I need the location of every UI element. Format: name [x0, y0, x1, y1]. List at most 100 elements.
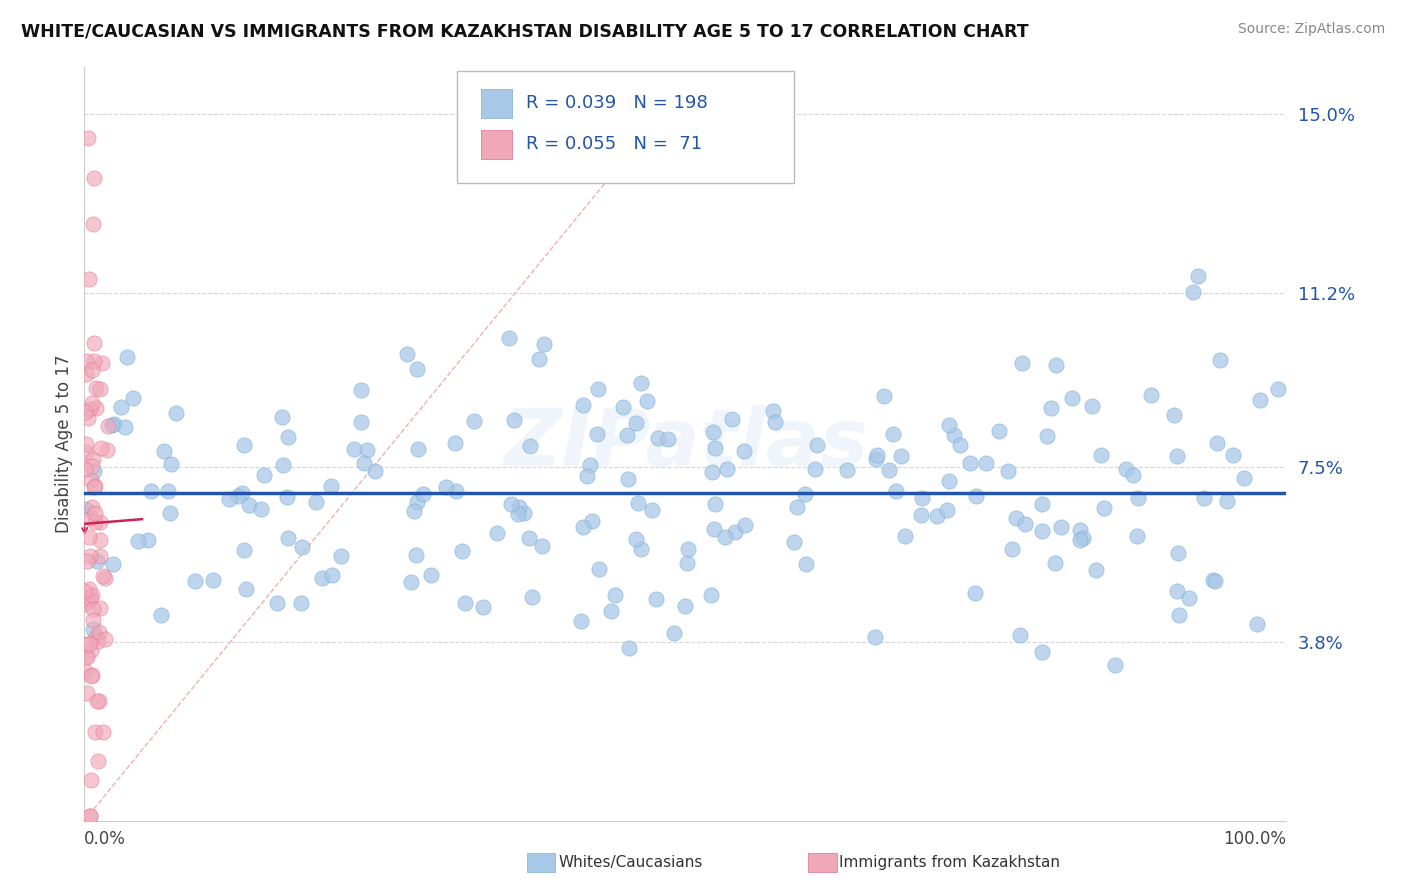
Point [76, 554, 98, 568]
Point [1128, 491, 1150, 505]
Point [1122, 467, 1144, 482]
Point [575, 469, 598, 483]
Point [911, 491, 934, 505]
Point [1090, 448, 1112, 462]
Y-axis label: Disability Age 5 to 17: Disability Age 5 to 17 [55, 354, 73, 533]
Point [276, 490, 298, 504]
Point [703, 442, 725, 456]
Point [734, 517, 756, 532]
Point [502, 413, 524, 427]
Point [86, 380, 108, 394]
Point [513, 506, 536, 520]
Text: WHITE/CAUCASIAN VS IMMIGRANTS FROM KAZAKHSTAN DISABILITY AGE 5 TO 17 CORRELATION: WHITE/CAUCASIAN VS IMMIGRANTS FROM KAZAK… [21, 22, 1029, 40]
Point [498, 331, 520, 345]
Point [533, 337, 555, 351]
Point [238, 498, 260, 512]
Point [396, 347, 419, 361]
Point [1039, 401, 1062, 415]
Point [884, 483, 907, 498]
Point [508, 500, 530, 514]
Point [733, 443, 755, 458]
Point [82, 458, 104, 473]
Point [233, 438, 256, 452]
Point [79, 590, 101, 604]
Text: R = 0.039   N = 198: R = 0.039 N = 198 [526, 95, 707, 112]
Point [471, 599, 494, 614]
Point [311, 571, 333, 585]
Point [444, 435, 467, 450]
Point [250, 501, 273, 516]
Point [80, 396, 103, 410]
Point [96, 442, 118, 457]
Point [90, 441, 112, 455]
Point [80, 643, 103, 657]
Point [73, 664, 96, 678]
Point [997, 464, 1019, 478]
Point [82, 622, 104, 636]
Point [572, 520, 595, 534]
Point [612, 400, 634, 414]
Point [1005, 511, 1028, 525]
Point [1192, 491, 1215, 505]
Point [329, 549, 352, 564]
Point [949, 438, 972, 452]
Point [412, 486, 434, 500]
Text: Source: ZipAtlas.com: Source: ZipAtlas.com [1237, 22, 1385, 37]
Point [894, 528, 917, 542]
Point [356, 442, 378, 457]
Point [600, 604, 623, 618]
Text: 100.0%: 100.0% [1223, 830, 1286, 847]
Text: ZIPatlas: ZIPatlas [503, 405, 868, 483]
Point [1215, 494, 1237, 508]
Point [139, 483, 162, 498]
Point [77, 582, 100, 597]
Point [80, 773, 103, 788]
Point [75, 461, 97, 475]
Point [762, 404, 785, 418]
Point [89, 382, 111, 396]
Point [77, 530, 100, 544]
Point [463, 414, 485, 428]
Point [1167, 545, 1189, 559]
Point [75, 649, 97, 664]
Point [617, 472, 640, 486]
Point [794, 557, 817, 571]
Point [499, 497, 522, 511]
Point [89, 601, 111, 615]
Point [1092, 501, 1115, 516]
Point [987, 424, 1010, 438]
Point [364, 464, 387, 478]
Point [965, 489, 987, 503]
Point [1069, 523, 1091, 537]
Point [159, 507, 181, 521]
Point [976, 456, 998, 470]
Point [80, 362, 103, 376]
Point [531, 539, 554, 553]
Point [83, 725, 105, 739]
Point [218, 492, 240, 507]
Point [664, 626, 686, 640]
Point [84, 479, 107, 493]
Point [89, 694, 111, 708]
Point [73, 597, 96, 611]
Point [959, 456, 981, 470]
Point [630, 542, 652, 557]
Point [1163, 408, 1185, 422]
Point [1060, 391, 1083, 405]
Point [1205, 436, 1227, 450]
Point [184, 574, 207, 588]
Point [273, 458, 295, 472]
Point [77, 130, 100, 145]
Point [702, 465, 724, 479]
Point [86, 554, 108, 568]
Point [927, 509, 949, 524]
Point [1168, 607, 1191, 622]
Point [84, 506, 107, 520]
Point [520, 590, 543, 604]
Point [277, 430, 299, 444]
Point [943, 428, 966, 442]
Point [80, 668, 103, 682]
Point [627, 496, 650, 510]
Point [1115, 461, 1137, 475]
Point [786, 500, 808, 515]
